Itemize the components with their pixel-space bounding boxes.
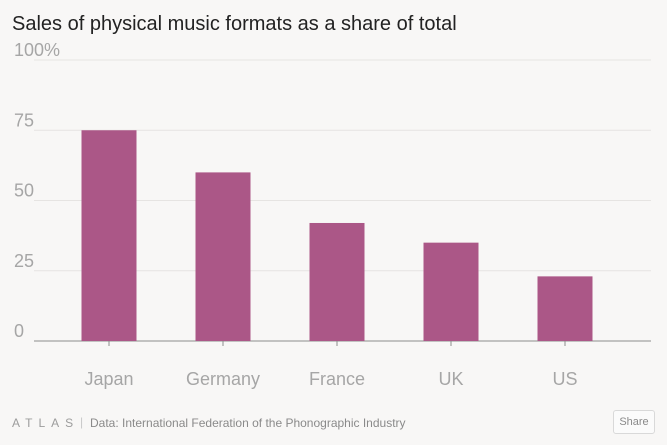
x-tick-label: France xyxy=(309,369,365,389)
y-tick-label: 50 xyxy=(14,181,34,201)
bar[interactable] xyxy=(81,130,137,341)
y-axis-ticks: 0 25 50 75 100% xyxy=(14,40,60,341)
y-tick-label: 100% xyxy=(14,40,60,60)
chart-title: Sales of physical music formats as a sha… xyxy=(12,13,457,35)
atlas-logo: ATLAS xyxy=(12,416,80,430)
y-tick-label: 0 xyxy=(14,321,24,341)
y-tick-label: 25 xyxy=(14,251,34,271)
x-axis-labels: Japan Germany France UK US xyxy=(84,341,578,389)
bar[interactable] xyxy=(423,242,479,341)
footer-separator: | xyxy=(80,415,84,429)
bars xyxy=(81,130,593,341)
x-tick-label: Germany xyxy=(186,369,260,389)
bar[interactable] xyxy=(309,222,365,341)
source-note: Data: International Federation of the Ph… xyxy=(90,416,406,430)
x-tick-label: US xyxy=(552,369,577,389)
x-tick-label: UK xyxy=(438,369,463,389)
share-button[interactable]: Share xyxy=(613,410,655,434)
bar-chart: 0 25 50 75 100% Japan Germany France UK US xyxy=(14,40,651,389)
footer: ATLAS | Data: International Federation o… xyxy=(12,410,655,434)
y-tick-label: 75 xyxy=(14,110,34,130)
x-tick-label: Japan xyxy=(84,369,133,389)
bar[interactable] xyxy=(195,172,251,341)
bar[interactable] xyxy=(537,276,593,341)
